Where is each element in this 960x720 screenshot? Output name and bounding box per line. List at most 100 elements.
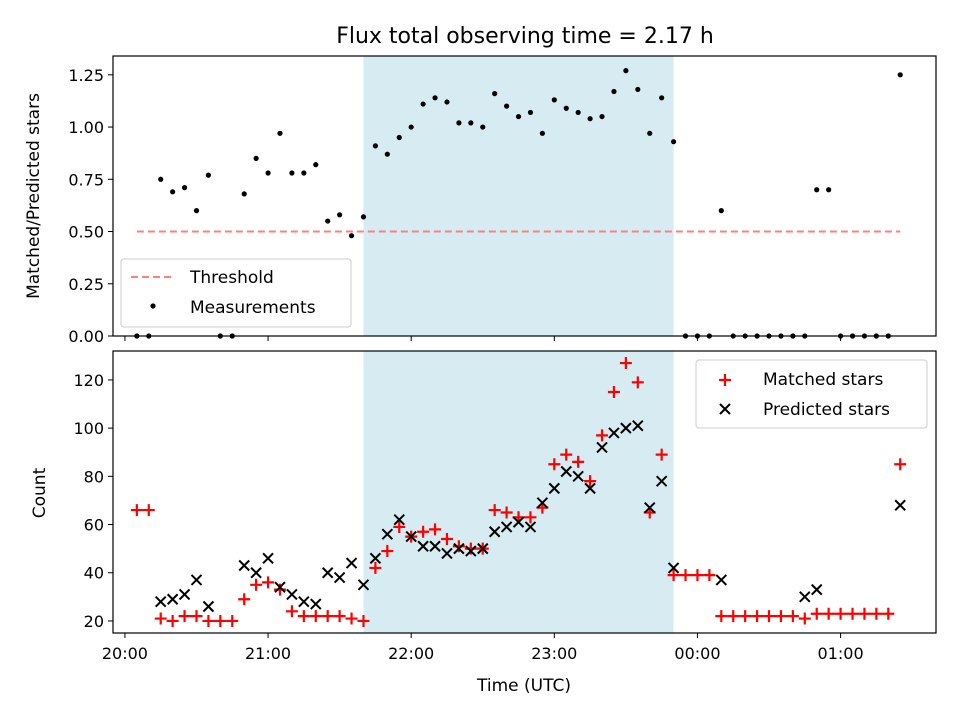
predicted-star-point — [298, 595, 310, 608]
measurement-point — [575, 109, 581, 116]
predicted-star-point — [166, 593, 179, 605]
matched-star-point — [369, 561, 382, 574]
measurement-point — [635, 86, 641, 93]
bottom-y-tick-label: 100 — [73, 419, 104, 438]
predicted-star-point — [453, 542, 465, 555]
bottom-y-tick-label: 40 — [84, 564, 104, 583]
matched-star-point — [214, 614, 227, 627]
chart-title: Flux total observing time = 2.17 h — [336, 24, 714, 49]
measurement-point — [527, 109, 534, 116]
predicted-star-point — [715, 574, 728, 586]
matched-star-point — [262, 576, 275, 589]
matched-star-point — [524, 511, 537, 524]
matched-star-point — [822, 607, 835, 620]
predicted-star-point — [465, 545, 477, 557]
predicted-star-point — [417, 540, 429, 552]
matched-star-point — [846, 607, 859, 620]
top-y-tick-label: 0.75 — [68, 170, 104, 189]
predicted-legend-label: Predicted stars — [763, 400, 890, 420]
matched-star-point — [381, 545, 394, 558]
matched-star-point — [751, 610, 764, 623]
bottom-plot-frame — [112, 350, 937, 634]
matched-star-point — [321, 610, 334, 623]
measurement-point — [253, 155, 259, 161]
matched-star-point — [297, 610, 310, 623]
measurement-point — [515, 113, 522, 120]
matched-star-point — [309, 610, 322, 623]
bottom-y-tick-label: 20 — [84, 612, 104, 631]
measurement-point — [468, 120, 474, 126]
top-legend-box — [120, 258, 352, 328]
predicted-star-point — [381, 528, 394, 540]
predicted-star-point — [500, 521, 513, 533]
predicted-star-point — [799, 591, 811, 603]
matched-star-point — [584, 475, 597, 488]
measurement-point — [897, 72, 903, 78]
matched-star-point — [488, 504, 501, 517]
matched-star-point — [178, 610, 191, 623]
predicted-star-point — [250, 567, 262, 579]
measurement-point — [181, 185, 188, 191]
predicted-star-point — [477, 542, 489, 555]
predicted-star-point — [333, 571, 346, 584]
predicted-star-point — [548, 482, 561, 495]
matched-star-point — [429, 523, 442, 536]
bottom-shaded-span — [363, 351, 674, 633]
measurement-point — [456, 120, 462, 126]
measurements-legend-swatch — [150, 303, 156, 309]
matched-star-point — [202, 614, 215, 627]
predicted-star-point — [202, 600, 215, 613]
matched-star-point — [393, 520, 406, 533]
predicted-star-point — [345, 557, 358, 569]
predicted-star-point — [238, 559, 250, 572]
matched-star-point — [870, 607, 883, 620]
predicted-star-point — [524, 521, 537, 533]
predicted-star-point — [811, 583, 823, 596]
matched-star-point — [798, 612, 811, 625]
measurement-point — [170, 189, 176, 195]
measurement-point — [814, 187, 820, 193]
measurement-point — [480, 124, 486, 130]
top-y-tick-label: 0.25 — [68, 275, 104, 294]
predicted-star-point — [655, 475, 668, 487]
measurement-point — [289, 170, 295, 176]
predicted-star-point — [584, 482, 596, 495]
matched-legend-label: Matched stars — [763, 370, 883, 390]
measurement-point — [647, 130, 653, 136]
predicted-star-point — [560, 465, 572, 478]
top-shaded-span — [363, 56, 674, 336]
matched-star-point — [631, 376, 644, 389]
measurement-point — [384, 151, 390, 157]
top-plot-frame — [112, 55, 937, 337]
matched-star-point — [190, 610, 203, 623]
matched-star-point — [273, 583, 286, 596]
matched-star-point — [166, 614, 179, 627]
matched-star-point — [357, 614, 370, 627]
predicted-star-point — [608, 427, 620, 439]
bottom-panel: 20 40 60 80 100 120 20:00 21:00 22:00 23:00 00:00 0… — [30, 350, 937, 696]
predicted-star-point — [286, 588, 298, 601]
x-tick-label: 00:00 — [674, 644, 720, 663]
x-tick-label: 23:00 — [531, 644, 577, 663]
predicted-star-point — [405, 530, 417, 543]
measurement-point — [337, 212, 343, 218]
bottom-y-tick-label: 80 — [84, 467, 104, 486]
predicted-star-point — [512, 516, 525, 528]
measurement-point — [265, 170, 271, 176]
matched-star-point — [142, 504, 155, 517]
matched-star-point — [238, 593, 251, 606]
matched-star-point — [452, 540, 465, 553]
x-tick-label: 21:00 — [245, 644, 291, 663]
matched-star-point — [285, 605, 298, 618]
matched-star-point — [763, 610, 776, 623]
predicted-star-point — [488, 526, 501, 538]
matched-star-point — [667, 569, 680, 582]
measurement-point — [718, 208, 724, 214]
matched-star-point — [572, 455, 585, 468]
matched-star-point — [250, 578, 263, 591]
x-tick-label: 01:00 — [818, 644, 864, 663]
top-y-axis-label: Matched/Predicted stars — [24, 93, 44, 299]
predicted-star-point — [357, 579, 370, 591]
matched-star-point — [727, 610, 740, 623]
predicted-star-point — [632, 420, 644, 432]
